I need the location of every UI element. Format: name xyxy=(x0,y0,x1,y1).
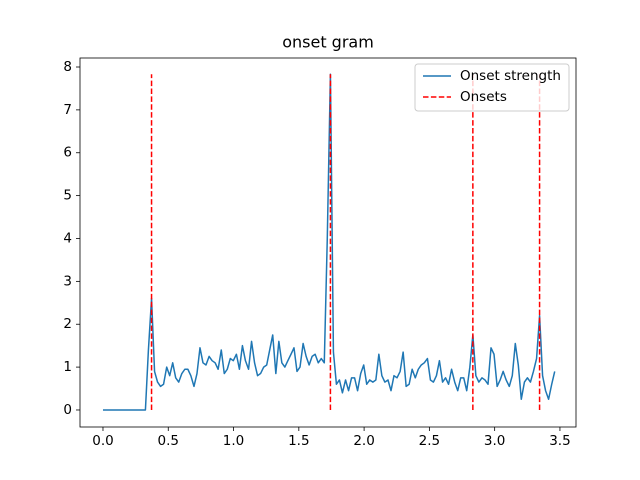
y-tick-label: 7 xyxy=(63,102,72,118)
y-tick-label: 8 xyxy=(63,59,72,75)
x-tick-label: 2.5 xyxy=(419,433,440,449)
y-tick-label: 2 xyxy=(63,316,72,332)
chart-title: onset gram xyxy=(282,33,374,52)
y-tick-label: 5 xyxy=(63,188,72,204)
x-tick-label: 0.0 xyxy=(92,433,113,449)
x-tick-label: 1.5 xyxy=(288,433,309,449)
x-tick-label: 3.0 xyxy=(484,433,505,449)
onset-strength-line xyxy=(102,73,556,411)
y-tick-label: 1 xyxy=(63,359,72,375)
x-tick-label: 2.0 xyxy=(353,433,374,449)
y-tick-label: 3 xyxy=(63,273,72,289)
x-tick-label: 1.0 xyxy=(223,433,244,449)
x-tick-label: 3.5 xyxy=(549,433,570,449)
plot-frame xyxy=(79,57,577,428)
legend-box xyxy=(414,63,570,112)
x-tick-label: 0.5 xyxy=(158,433,179,449)
y-tick-label: 6 xyxy=(63,145,72,161)
legend-label: Onsets xyxy=(460,89,507,105)
legend-label: Onset strength xyxy=(460,68,561,84)
y-tick-label: 4 xyxy=(63,230,72,246)
y-tick-label: 0 xyxy=(63,402,72,418)
